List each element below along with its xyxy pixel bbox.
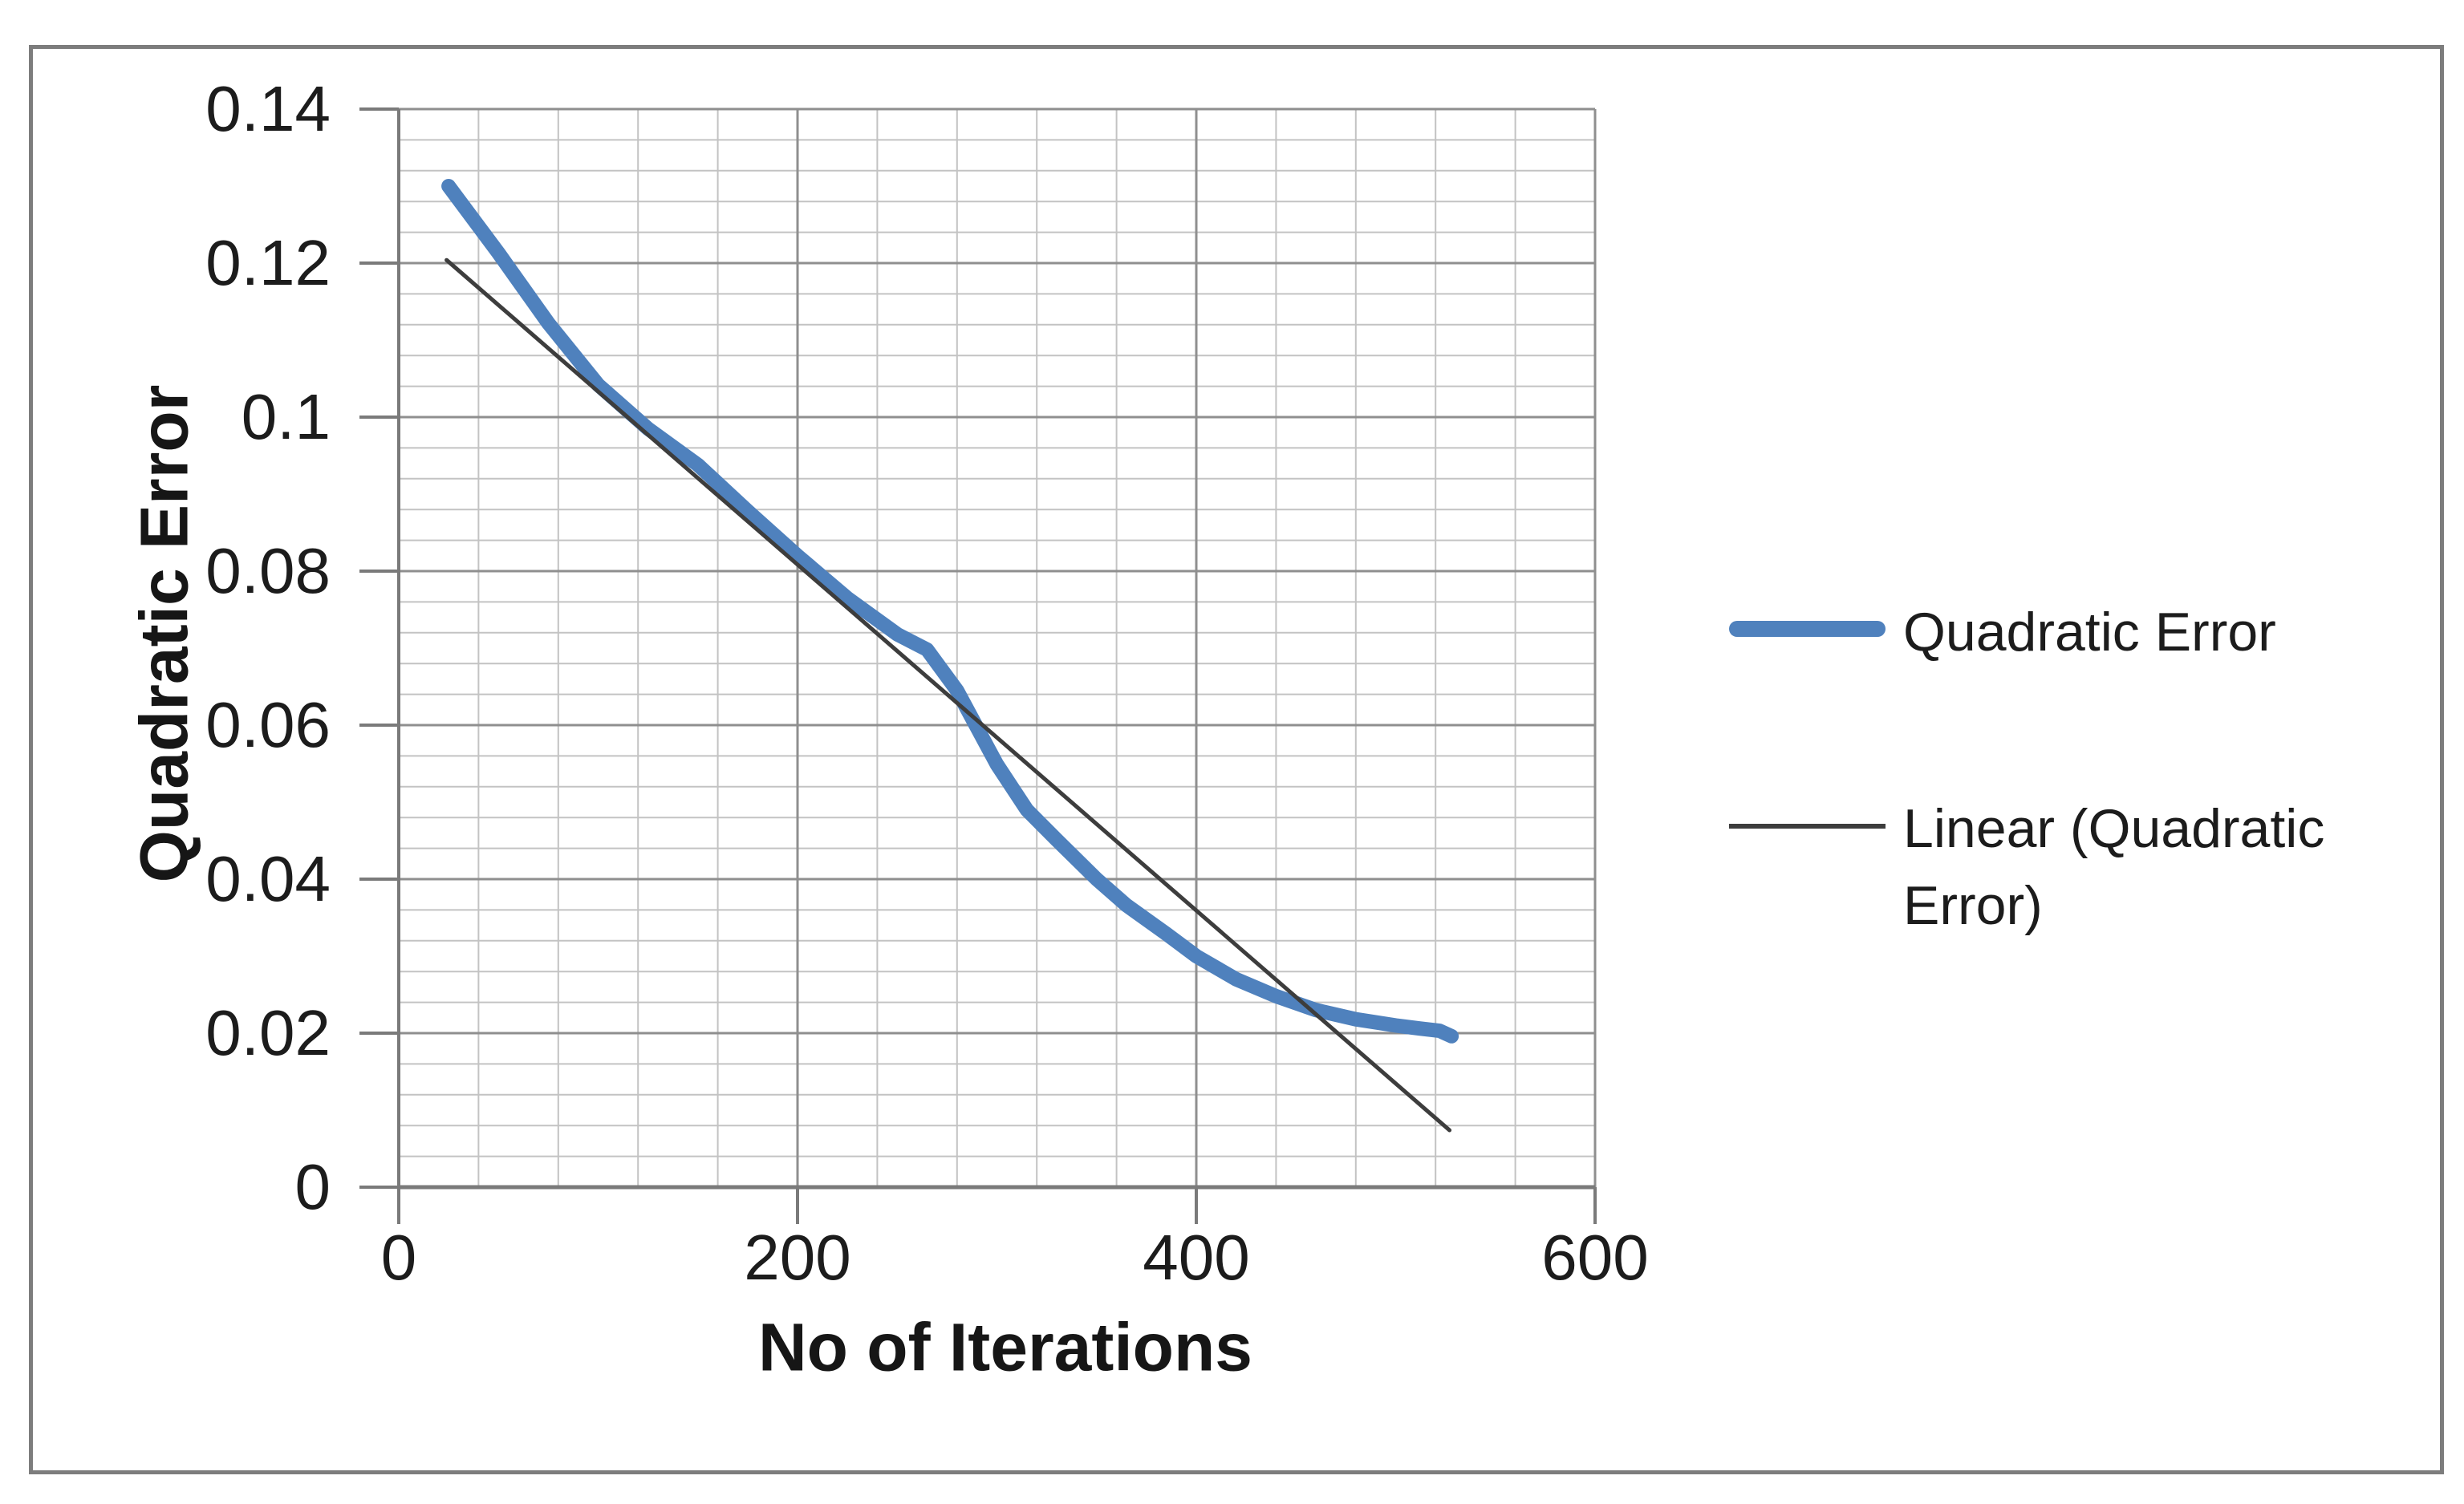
legend-label-linear-trendline: Linear (Quadratic Error) <box>1903 798 2325 936</box>
x-tick-label: 600 <box>1541 1222 1649 1293</box>
axis-tick-marks <box>359 107 1597 1224</box>
axis-lines <box>397 109 1595 1190</box>
x-axis-title: No of Iterations <box>757 1309 1253 1385</box>
y-tick-label: 0.1 <box>241 381 331 452</box>
x-tick-label: 0 <box>380 1222 417 1293</box>
minor-gridlines <box>399 109 1595 1187</box>
linear-trendline-swatch-icon <box>1729 824 1886 829</box>
data-series-lines <box>441 179 1459 1133</box>
x-tick-label: 200 <box>744 1222 851 1293</box>
y-tick-label: 0.12 <box>205 227 331 298</box>
x-tick-label: 400 <box>1143 1222 1250 1293</box>
y-tick-label: 0.06 <box>205 689 331 760</box>
quadratic-error-line-swatch-icon <box>1729 621 1886 637</box>
legend-entry-quadratic-error: Quadratic Error <box>1729 594 2433 671</box>
y-tick-label: 0.04 <box>205 843 331 914</box>
y-axis-title: Quadratic Error <box>126 384 202 883</box>
figure-border <box>29 45 2444 1474</box>
major-gridlines <box>399 107 1597 1187</box>
legend-label-quadratic-error: Quadratic Error <box>1903 602 2276 663</box>
y-tick-label: 0 <box>294 1151 331 1222</box>
legend-entry-linear-trendline: Linear (Quadratic Error) <box>1729 790 2433 944</box>
y-tick-label: 0.14 <box>205 73 331 144</box>
y-tick-label: 0.08 <box>205 535 331 606</box>
y-tick-label: 0.02 <box>205 997 331 1068</box>
